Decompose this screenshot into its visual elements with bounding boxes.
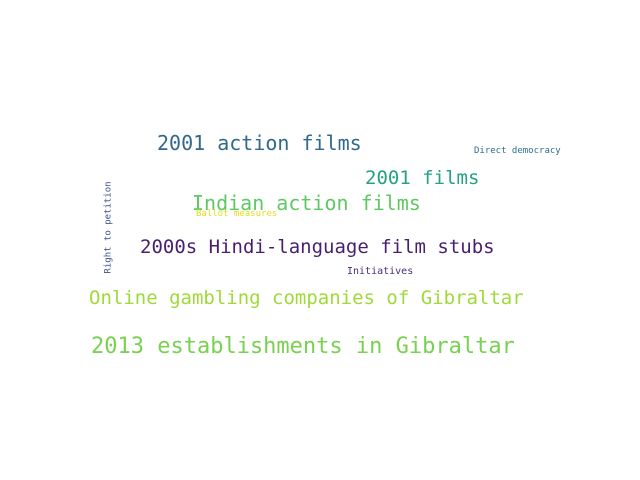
word-initiatives: Initiatives [347,266,414,277]
word-2001-action-films: 2001 action films [157,131,362,155]
word-ballot-measures: Ballot measures [196,209,278,219]
word-indian-action-films: Indian action films [192,191,421,215]
word-2000s-hindi-language-film-stubs: 2000s Hindi-language film stubs [140,236,495,258]
word-right-to-petition: Right to petition [103,181,114,274]
word-2001-films: 2001 films [365,167,480,189]
word-2013-establishments-in-gibraltar: 2013 establishments in Gibraltar [91,334,515,359]
word-online-gambling-companies-of-gibraltar: Online gambling companies of Gibraltar [89,287,524,309]
word-direct-democracy: Direct democracy [474,146,561,156]
